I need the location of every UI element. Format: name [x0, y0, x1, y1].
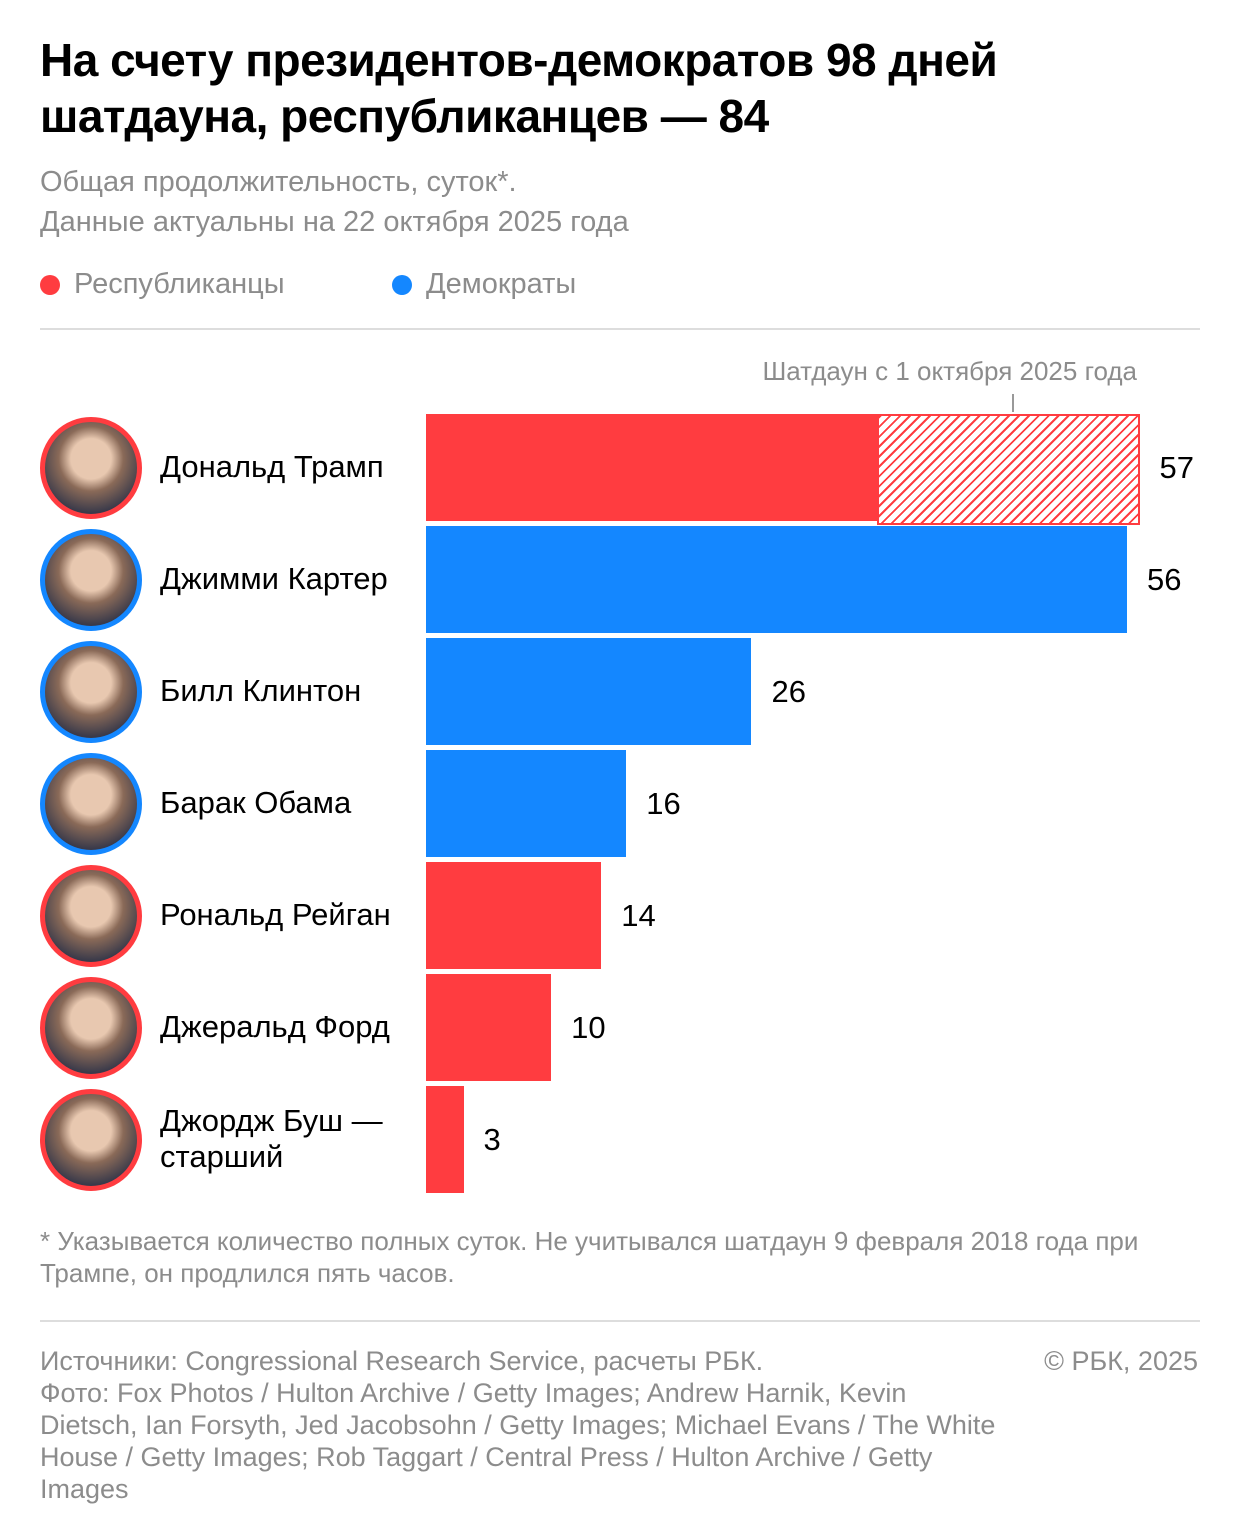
- bar: [426, 1086, 464, 1193]
- annotation: Шатдаун с 1 октября 2025 года: [762, 356, 1137, 386]
- divider: [40, 1320, 1200, 1322]
- portrait-avatar: [40, 529, 142, 631]
- president-name: Рональд Рейган: [160, 897, 391, 932]
- value-label: 16: [646, 786, 681, 821]
- bar: [426, 974, 552, 1081]
- value-label: 26: [771, 674, 806, 709]
- portrait-avatar: [40, 753, 142, 855]
- chart-title: На счету президентов-демократов 98 дней …: [40, 34, 998, 142]
- president-name: Джимми Картер: [160, 561, 388, 596]
- portrait-avatar: [40, 1089, 142, 1191]
- value-label: 10: [571, 1010, 606, 1045]
- blue-dot-icon: [392, 274, 412, 295]
- president-name: Джеральд Форд: [160, 1009, 390, 1044]
- value-label: 56: [1147, 562, 1182, 597]
- bar-previous-shutdowns: [426, 414, 877, 521]
- copyright: © РБК, 2025: [1044, 1346, 1198, 1376]
- portrait-avatar: [40, 641, 142, 743]
- value-label: 14: [621, 898, 656, 933]
- value-label: 57: [1159, 450, 1194, 485]
- bar-current-shutdown: [876, 414, 1140, 525]
- legend-label: Демократы: [426, 268, 577, 300]
- footnote: * Указывается количество полных суток. Н…: [40, 1226, 1139, 1288]
- red-dot-icon: [40, 274, 60, 295]
- president-name: Дональд Трамп: [160, 449, 384, 484]
- divider: [40, 328, 1200, 330]
- bar: [426, 862, 602, 969]
- sources: Источники: Congressional Research Servic…: [40, 1346, 764, 1376]
- portrait-avatar: [40, 977, 142, 1079]
- portrait-avatar: [40, 865, 142, 967]
- legend-label: Республиканцы: [74, 268, 285, 300]
- legend-republicans: Республиканцы: [40, 268, 285, 301]
- bar: [426, 638, 752, 745]
- subtitle-line-1: Общая продолжительность, суток*.: [40, 166, 517, 198]
- president-name: Джордж Буш — старший: [160, 1103, 383, 1174]
- value-label: 3: [483, 1122, 501, 1157]
- legend-democrats: Демократы: [392, 268, 576, 301]
- subtitle-line-2: Данные актуальны на 22 октября 2025 года: [40, 206, 629, 238]
- bar: [426, 526, 1127, 633]
- president-name: Билл Клинтон: [160, 673, 362, 708]
- photo-credits: Фото: Fox Photos / Hulton Archive / Gett…: [40, 1378, 996, 1504]
- bar: [426, 750, 627, 857]
- president-name: Барак Обама: [160, 785, 352, 820]
- annotation-tick: [1012, 394, 1014, 412]
- portrait-avatar: [40, 417, 142, 519]
